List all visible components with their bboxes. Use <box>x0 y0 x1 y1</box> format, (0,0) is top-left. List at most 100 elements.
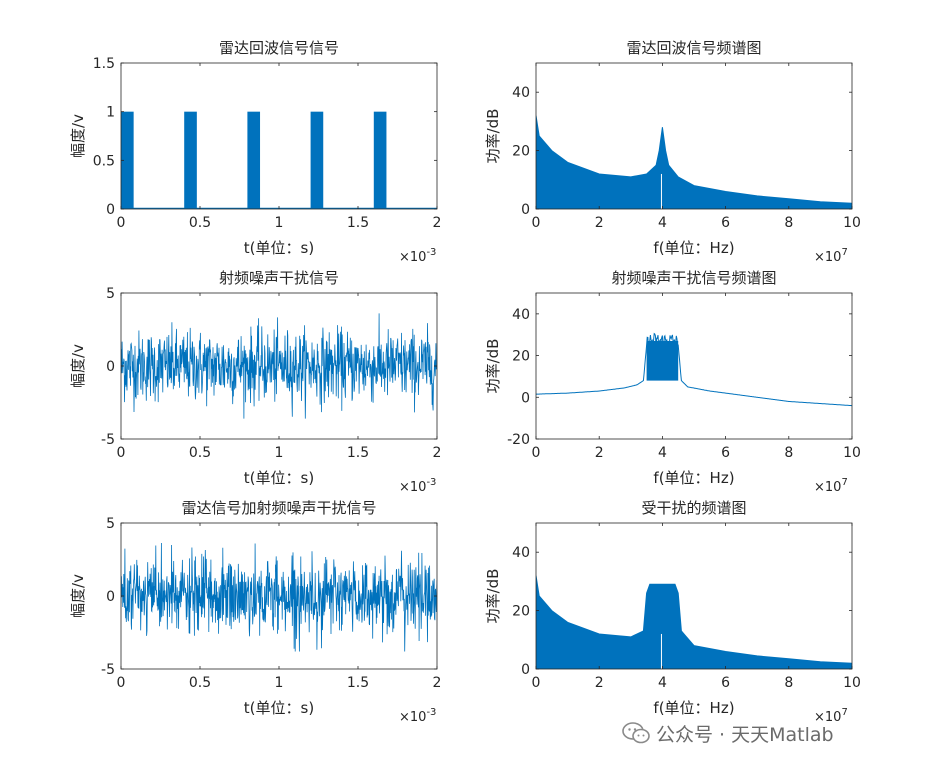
subplot-2: 0 2 4 6 8 10 0 20 40 ×107 雷达回波信号频谱图 f(单位：Hz) 功率/dB <box>484 39 861 265</box>
y-tick-label: 0 <box>521 390 530 406</box>
spectrum-series-line <box>536 332 852 407</box>
spectrum-band-fill <box>646 340 679 381</box>
y-axis-label: 幅度/v <box>69 574 87 618</box>
x-tick-label: 2 <box>595 675 604 691</box>
x-tick-label: 2 <box>433 675 442 691</box>
data-layer <box>536 332 852 407</box>
y-axis-label: 幅度/v <box>69 114 87 158</box>
watermark-text: 公众号 · 天天Matlab <box>656 723 834 746</box>
x-exponent-power: -3 <box>426 477 436 488</box>
spectrum-series-area <box>536 115 852 209</box>
y-axis-label: 功率/dB <box>484 569 502 624</box>
subplot-1: 0 0.5 1 1.5 2 0 0.5 1 1.5 ×10-3 雷达回波信号信号 t(单位：s) 幅度/… <box>69 39 441 265</box>
x-tick-label: 10 <box>843 445 861 461</box>
wechat-icon <box>622 722 650 744</box>
x-exponent-label: ×107 <box>814 707 848 725</box>
pulse-bar <box>310 111 324 209</box>
x-tick-label: 0 <box>532 675 541 691</box>
y-tick-label: 0 <box>106 359 115 375</box>
x-tick-label: 6 <box>721 445 730 461</box>
x-exponent-power: 7 <box>841 477 847 488</box>
x-tick-label: 2 <box>433 215 442 231</box>
x-tick-label: 1.5 <box>347 215 369 231</box>
y-tick-label: 5 <box>106 286 115 302</box>
y-tick-label: 40 <box>512 545 530 561</box>
x-tick-label: 1 <box>275 445 284 461</box>
y-tick-label: 20 <box>512 144 530 160</box>
y-tick-label: 0 <box>521 202 530 218</box>
axes-box <box>535 292 853 440</box>
x-tick-label: 2 <box>595 445 604 461</box>
y-tick-label: 5 <box>106 516 115 532</box>
x-axis-label: f(单位：Hz) <box>653 239 734 257</box>
x-tick-label: 0.5 <box>189 675 211 691</box>
subplot-4: 0 2 4 6 8 10-2002040×107射频噪声干扰信号频谱图f(单位：Hz)功率… <box>484 269 861 495</box>
subplot-title: 雷达信号加射频噪声干扰信号 <box>181 499 376 517</box>
x-axis-label: f(单位：Hz) <box>653 469 734 487</box>
x-tick-label: 2 <box>595 215 604 231</box>
data-layer <box>121 313 437 419</box>
x-tick-label: 8 <box>784 445 793 461</box>
subplot-title: 雷达回波信号频谱图 <box>626 39 761 57</box>
x-tick-label: 0.5 <box>189 445 211 461</box>
x-exponent-label: ×10-3 <box>399 477 436 495</box>
x-axis-label: f(单位：Hz) <box>653 699 734 717</box>
x-tick-label: 1.5 <box>347 675 369 691</box>
subplot-title: 雷达回波信号信号 <box>219 39 339 57</box>
y-tick-label: 40 <box>512 307 530 323</box>
y-tick-label: -20 <box>507 432 530 448</box>
y-tick-label: 1.5 <box>93 56 115 72</box>
y-tick-label: 1 <box>106 105 115 121</box>
data-layer <box>121 111 437 209</box>
y-tick-label: 0 <box>106 202 115 218</box>
x-tick-label: 6 <box>721 675 730 691</box>
x-axis-label: t(单位：s) <box>244 699 314 717</box>
subplot-title: 射频噪声干扰信号频谱图 <box>611 269 776 287</box>
y-tick-label: 0.5 <box>93 153 115 169</box>
x-tick-label: 8 <box>784 215 793 231</box>
x-tick-label: 4 <box>658 445 667 461</box>
x-exponent-power: -3 <box>426 707 436 718</box>
subplot-title: 受干扰的频谱图 <box>641 499 746 517</box>
x-axis-label: t(单位：s) <box>244 469 314 487</box>
subplot-6: 0 2 4 6 8 10 0 20 40 ×107 受干扰的频谱图 f(单位：Hz) 功率/dB <box>484 499 861 725</box>
pulse-bar <box>247 111 261 209</box>
data-layer <box>536 115 852 209</box>
x-tick-label: 0.5 <box>189 215 211 231</box>
x-tick-label: 1 <box>275 675 284 691</box>
x-tick-label: 4 <box>658 215 667 231</box>
pulse-bar <box>121 111 134 209</box>
x-exponent-power: 7 <box>841 247 847 258</box>
x-axis-label: t(单位：s) <box>244 239 314 257</box>
x-tick-label: 1 <box>275 215 284 231</box>
pulse-bar <box>373 111 387 209</box>
x-exponent-label: ×107 <box>814 477 848 495</box>
y-tick-label: -5 <box>101 432 115 448</box>
axes-box <box>535 62 853 210</box>
y-axis-label: 功率/dB <box>484 339 502 394</box>
x-tick-label: 2 <box>433 445 442 461</box>
data-layer <box>121 542 437 652</box>
y-tick-label: -5 <box>101 662 115 678</box>
x-tick-label: 0 <box>532 445 541 461</box>
y-tick-label: 20 <box>512 349 530 365</box>
noise-series-line <box>121 313 437 419</box>
y-axis-label: 幅度/v <box>69 344 87 388</box>
y-axis-label: 功率/dB <box>484 109 502 164</box>
x-tick-label: 4 <box>658 675 667 691</box>
x-exponent-label: ×107 <box>814 247 848 265</box>
x-tick-label: 0 <box>117 675 126 691</box>
data-layer <box>536 575 852 669</box>
y-tick-label: 20 <box>512 604 530 620</box>
x-tick-label: 1.5 <box>347 445 369 461</box>
subplot-5: 0 0.5 1 1.5 2-505×10-3雷达信号加射频噪声干扰信号t(单位：s)幅度… <box>69 499 441 725</box>
watermark: 公众号 · 天天Matlab <box>622 716 922 750</box>
y-tick-label: 40 <box>512 85 530 101</box>
plot-area <box>536 293 852 439</box>
x-tick-label: 0 <box>532 215 541 231</box>
x-exponent-power: 7 <box>841 707 847 718</box>
x-tick-label: 8 <box>784 675 793 691</box>
plot-area <box>121 63 437 209</box>
